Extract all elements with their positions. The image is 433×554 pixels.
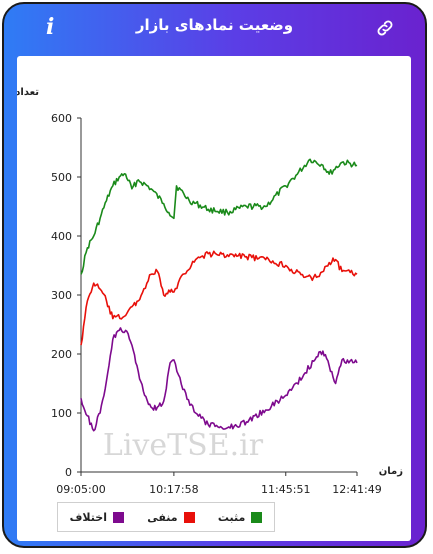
- legend-item-positive[interactable]: مثبت: [217, 510, 263, 524]
- chart-panel: تعداد نماد زمان LiveTSE.ir 0 100 200 300 400…: [4, 56, 411, 541]
- x-tick-label: 11:45:51: [261, 483, 310, 496]
- legend-label-difference: اختلاف: [69, 510, 107, 524]
- y-tick-label: 100: [51, 407, 72, 420]
- series-line-1: [80, 250, 358, 346]
- y-tick-label: 400: [51, 230, 72, 243]
- y-tick-label: 500: [51, 171, 72, 184]
- widget-title: وضعیت نمادهای بازار: [135, 16, 294, 34]
- legend-item-difference[interactable]: اختلاف: [70, 511, 124, 524]
- chart-axes: 0 100 200 300 400 500 600 09:05:00 10:17:58 11:45…: [51, 112, 382, 496]
- y-tick-label: 600: [51, 112, 72, 125]
- legend-swatch-negative: [183, 511, 195, 523]
- legend-swatch-positive: [251, 511, 263, 523]
- y-axis-label: تعداد نماد: [17, 87, 39, 98]
- x-tick-label: 12:41:49: [332, 483, 381, 496]
- x-tick-label: 09:05:00: [56, 483, 105, 496]
- link-icon[interactable]: [375, 18, 395, 38]
- y-tick-label: 300: [51, 289, 72, 302]
- series-line-2: [80, 327, 358, 432]
- series-line-0: [80, 158, 358, 275]
- legend-label-negative: منفی: [147, 510, 178, 524]
- line-chart: تعداد نماد زمان LiveTSE.ir 0 100 200 300 400…: [4, 87, 403, 496]
- legend-label-positive: مثبت: [217, 510, 246, 524]
- legend-item-negative[interactable]: منفی: [147, 510, 195, 524]
- y-tick-label: 0: [65, 466, 72, 479]
- chart-legend: مثبت منفی اختلاف: [57, 502, 275, 532]
- chart-lines: [80, 158, 358, 432]
- info-icon[interactable]: i: [46, 14, 55, 40]
- widget-header: i وضعیت نمادهای بازار: [4, 4, 425, 56]
- legend-swatch-difference: [112, 511, 124, 523]
- widget-frame: i وضعیت نمادهای بازار تعداد نماد زمان Li…: [2, 2, 427, 548]
- x-axis-label: زمان: [379, 466, 403, 477]
- x-tick-label: 10:17:58: [149, 483, 198, 496]
- watermark-text: LiveTSE.ir: [103, 428, 264, 463]
- y-tick-label: 200: [51, 348, 72, 361]
